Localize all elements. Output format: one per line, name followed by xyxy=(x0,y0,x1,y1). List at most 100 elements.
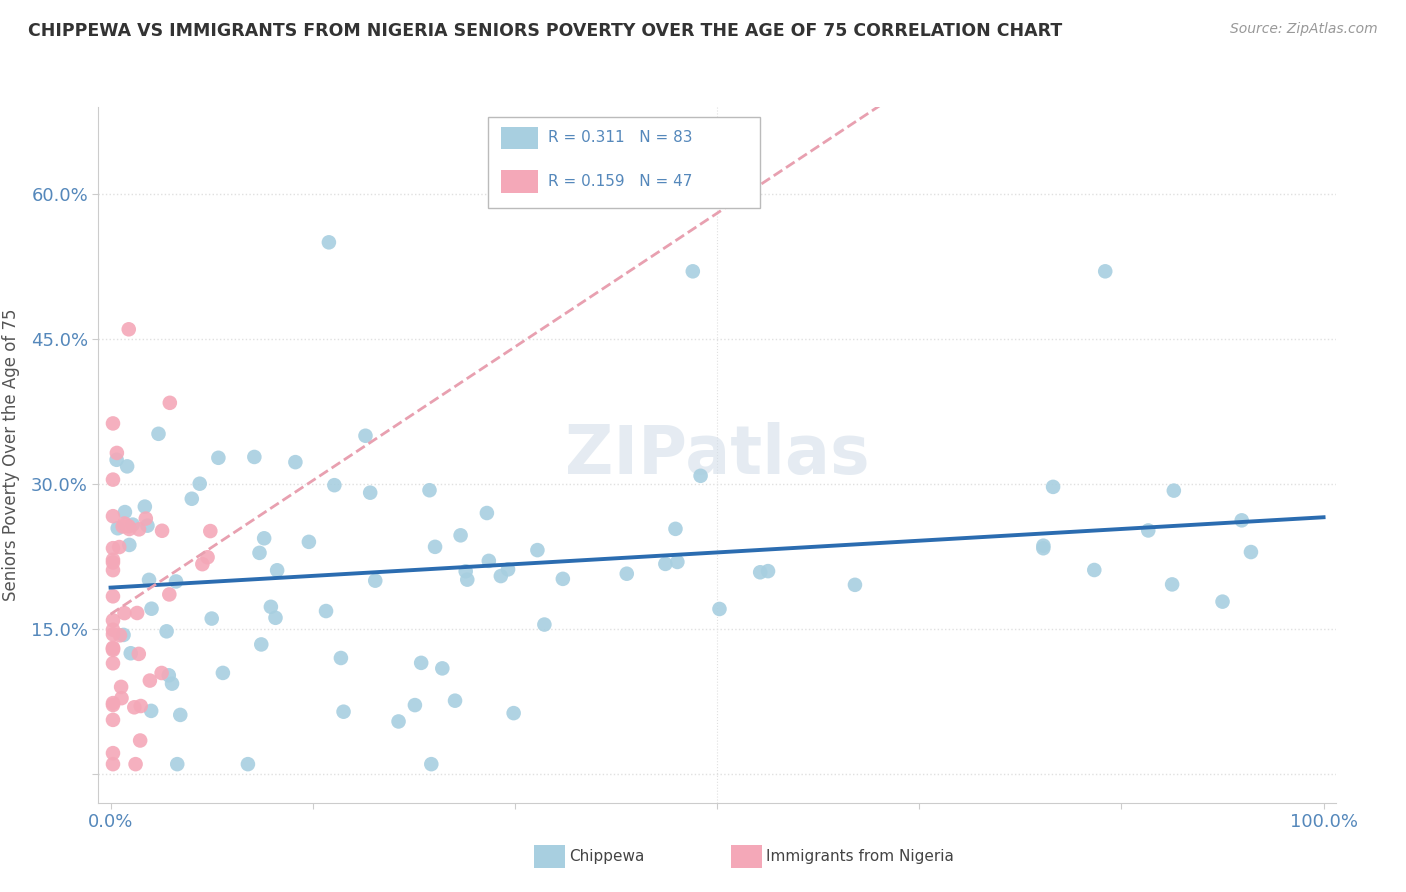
Text: Source: ZipAtlas.com: Source: ZipAtlas.com xyxy=(1230,22,1378,37)
Point xyxy=(127,606,149,620)
Point xyxy=(1042,480,1064,494)
Point xyxy=(110,680,132,694)
Point xyxy=(159,396,181,410)
Point xyxy=(134,500,156,514)
Point xyxy=(160,676,183,690)
Point xyxy=(141,704,163,718)
Point xyxy=(101,657,124,671)
Point xyxy=(756,564,779,578)
Point xyxy=(844,578,866,592)
Text: ZIPatlas: ZIPatlas xyxy=(565,422,869,488)
Point xyxy=(444,694,467,708)
Point xyxy=(197,550,219,565)
Point xyxy=(423,540,446,554)
Point xyxy=(200,524,222,538)
Point xyxy=(332,705,354,719)
Point xyxy=(114,505,136,519)
Point xyxy=(418,483,440,498)
Text: R = 0.159   N = 47: R = 0.159 N = 47 xyxy=(547,174,692,189)
Point xyxy=(329,651,352,665)
Point xyxy=(105,446,128,460)
Point xyxy=(387,714,409,729)
Point xyxy=(101,698,124,712)
Point xyxy=(1240,545,1263,559)
Point xyxy=(120,646,142,660)
Point xyxy=(139,673,162,688)
Point xyxy=(105,452,128,467)
Point xyxy=(249,546,271,560)
Point xyxy=(101,696,124,710)
Point xyxy=(112,628,135,642)
Point xyxy=(709,602,731,616)
Point xyxy=(111,519,134,533)
Point xyxy=(129,699,152,714)
Point xyxy=(551,572,574,586)
Point xyxy=(359,485,381,500)
Point xyxy=(318,235,340,250)
Point xyxy=(101,640,124,655)
Point xyxy=(456,573,478,587)
Point xyxy=(118,538,141,552)
Point xyxy=(654,557,676,571)
Point xyxy=(236,757,259,772)
Point xyxy=(689,468,711,483)
Point xyxy=(101,590,124,604)
Point xyxy=(128,522,150,536)
Point xyxy=(315,604,337,618)
Point xyxy=(207,450,229,465)
Point xyxy=(323,478,346,492)
Point xyxy=(1163,483,1185,498)
Point xyxy=(354,429,377,443)
Point xyxy=(1032,541,1054,556)
Point xyxy=(101,623,124,637)
Point xyxy=(124,700,146,714)
Point xyxy=(124,757,146,772)
Point xyxy=(201,611,224,625)
Point xyxy=(1230,513,1253,527)
Bar xyxy=(488,118,761,208)
Point xyxy=(141,601,163,615)
Point xyxy=(101,509,124,524)
Point xyxy=(253,531,276,545)
Point xyxy=(616,566,638,581)
Point xyxy=(101,757,124,772)
Bar xyxy=(501,127,537,149)
Point xyxy=(101,556,124,570)
Point xyxy=(101,641,124,656)
Text: R = 0.311   N = 83: R = 0.311 N = 83 xyxy=(547,130,692,145)
Point xyxy=(1094,264,1116,278)
Point xyxy=(454,564,477,578)
Point xyxy=(101,613,124,627)
Point xyxy=(478,554,501,568)
Point xyxy=(284,455,307,469)
Point xyxy=(212,665,235,680)
Point xyxy=(165,574,187,589)
Point xyxy=(188,476,211,491)
Point xyxy=(108,628,131,642)
Point xyxy=(101,627,124,641)
Point xyxy=(475,506,498,520)
Point xyxy=(118,322,141,336)
Point xyxy=(155,624,177,639)
Point xyxy=(664,522,686,536)
Point xyxy=(115,459,138,474)
Point xyxy=(1137,524,1160,538)
Point xyxy=(114,516,136,531)
Point xyxy=(533,617,555,632)
Point xyxy=(150,524,173,538)
Point xyxy=(118,522,141,536)
Point xyxy=(298,534,321,549)
Point xyxy=(110,691,132,706)
Point xyxy=(666,555,689,569)
Point xyxy=(129,733,152,747)
Point xyxy=(1083,563,1105,577)
Point xyxy=(138,573,160,587)
Point xyxy=(101,713,124,727)
Text: CHIPPEWA VS IMMIGRANTS FROM NIGERIA SENIORS POVERTY OVER THE AGE OF 75 CORRELATI: CHIPPEWA VS IMMIGRANTS FROM NIGERIA SENI… xyxy=(28,22,1063,40)
Point xyxy=(526,543,548,558)
Point xyxy=(107,521,129,535)
Point xyxy=(121,517,143,532)
Point xyxy=(117,519,139,533)
Point xyxy=(749,566,772,580)
Text: Chippewa: Chippewa xyxy=(569,849,645,863)
